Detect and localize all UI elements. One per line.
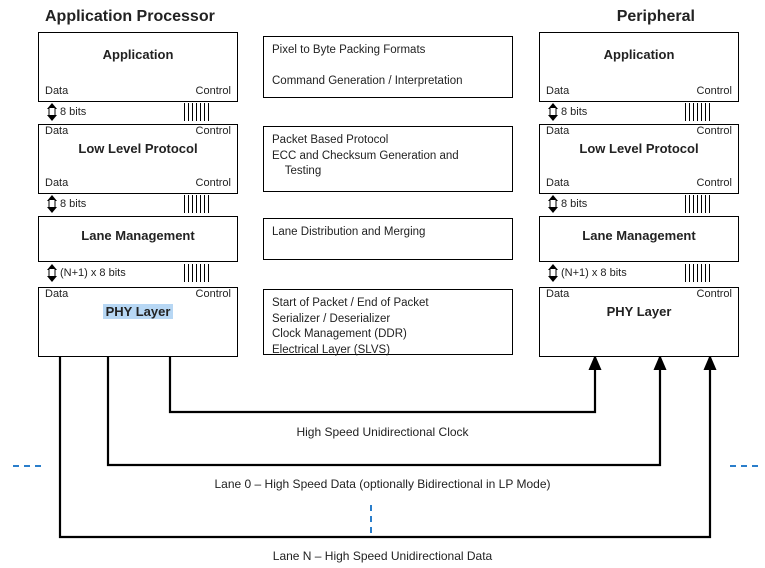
bits-label: (N+1) x 8 bits bbox=[60, 267, 126, 279]
data-control-row: Data Control bbox=[540, 288, 738, 302]
control-label: Control bbox=[196, 177, 231, 189]
control-label: Control bbox=[697, 288, 732, 300]
layer-title-phy: PHY Layer bbox=[540, 302, 738, 319]
desc-llp: Packet Based ProtocolECC and Checksum Ge… bbox=[263, 126, 513, 192]
lane-path-clock bbox=[170, 357, 595, 412]
control-label: Control bbox=[196, 288, 231, 300]
conn-data-lane-phy: (N+1) x 8 bits bbox=[547, 264, 627, 282]
control-lines-icon bbox=[184, 103, 209, 121]
conn-control-llp-lane bbox=[184, 195, 209, 213]
ap-llp-box: Data Control Low Level Protocol Data Control bbox=[38, 124, 238, 194]
periph-phy-box: Data Control PHY Layer bbox=[539, 287, 739, 357]
desc-lane: Lane Distribution and Merging bbox=[263, 218, 513, 260]
data-control-row: Data Control bbox=[540, 85, 738, 99]
layer-title-llp: Low Level Protocol bbox=[39, 139, 237, 156]
control-lines-icon bbox=[184, 264, 209, 282]
lane-label-lane0: Lane 0 – High Speed Data (optionally Bid… bbox=[0, 477, 765, 491]
control-lines-icon bbox=[685, 195, 710, 213]
conn-control-llp-lane bbox=[685, 195, 710, 213]
lane-connections bbox=[0, 357, 765, 557]
data-control-row: Data Control bbox=[540, 125, 738, 139]
data-label: Data bbox=[546, 288, 569, 300]
bidir-arrow-icon bbox=[46, 103, 57, 121]
lane-label-laneN: Lane N – High Speed Unidirectional Data bbox=[0, 549, 765, 563]
layer-title-lane: Lane Management bbox=[540, 217, 738, 243]
ap-phy-box: Data Control PHY Layer bbox=[38, 287, 238, 357]
bits-label: 8 bits bbox=[561, 106, 587, 118]
data-label: Data bbox=[45, 125, 68, 137]
bidir-arrow-icon bbox=[46, 264, 57, 282]
bidir-arrow-icon bbox=[547, 264, 558, 282]
control-label: Control bbox=[196, 85, 231, 97]
data-control-row: Data Control bbox=[39, 288, 237, 302]
lane-label-clock: High Speed Unidirectional Clock bbox=[0, 425, 765, 439]
bidir-arrow-icon bbox=[46, 195, 57, 213]
desc-phy: Start of Packet / End of PacketSerialize… bbox=[263, 289, 513, 355]
conn-data-lane-phy: (N+1) x 8 bits bbox=[46, 264, 126, 282]
ellipsis-dash-icon bbox=[13, 465, 41, 467]
ellipsis-dash-icon bbox=[370, 505, 372, 533]
periph-app-box: Application Data Control bbox=[539, 32, 739, 102]
ap-lane-box: Lane Management bbox=[38, 216, 238, 262]
bits-label: 8 bits bbox=[60, 106, 86, 118]
conn-data-app-llp: 8 bits bbox=[547, 103, 587, 121]
layer-title-lane: Lane Management bbox=[39, 217, 237, 243]
conn-data-llp-lane: 8 bits bbox=[547, 195, 587, 213]
bits-label: (N+1) x 8 bits bbox=[561, 267, 627, 279]
data-label: Data bbox=[546, 85, 569, 97]
bidir-arrow-icon bbox=[547, 103, 558, 121]
control-label: Control bbox=[697, 177, 732, 189]
data-label: Data bbox=[45, 177, 68, 189]
periph-lane-box: Lane Management bbox=[539, 216, 739, 262]
conn-control-app-llp bbox=[685, 103, 710, 121]
data-label: Data bbox=[45, 85, 68, 97]
conn-data-llp-lane: 8 bits bbox=[46, 195, 86, 213]
layer-title-phy: PHY Layer bbox=[39, 302, 237, 319]
data-label: Data bbox=[546, 177, 569, 189]
conn-control-lane-phy bbox=[685, 264, 710, 282]
control-lines-icon bbox=[685, 264, 710, 282]
layer-title-app: Application bbox=[39, 33, 237, 62]
desc-app: Pixel to Byte Packing FormatsCommand Gen… bbox=[263, 36, 513, 98]
control-label: Control bbox=[697, 85, 732, 97]
conn-data-app-llp: 8 bits bbox=[46, 103, 86, 121]
data-control-row: Data Control bbox=[39, 85, 237, 99]
control-label: Control bbox=[196, 125, 231, 137]
data-control-row: Data Control bbox=[39, 125, 237, 139]
layer-title-app: Application bbox=[540, 33, 738, 62]
ellipsis-dash-icon bbox=[730, 465, 758, 467]
data-control-row: Data Control bbox=[540, 177, 738, 191]
bits-label: 8 bits bbox=[561, 198, 587, 210]
conn-control-app-llp bbox=[184, 103, 209, 121]
control-lines-icon bbox=[685, 103, 710, 121]
control-lines-icon bbox=[184, 195, 209, 213]
data-label: Data bbox=[546, 125, 569, 137]
lane-path-laneN bbox=[60, 357, 710, 537]
conn-control-lane-phy bbox=[184, 264, 209, 282]
ap-app-box: Application Data Control bbox=[38, 32, 238, 102]
control-label: Control bbox=[697, 125, 732, 137]
layer-title-llp: Low Level Protocol bbox=[540, 139, 738, 156]
data-label: Data bbox=[45, 288, 68, 300]
header-peripheral: Peripheral bbox=[617, 8, 695, 26]
periph-llp-box: Data Control Low Level Protocol Data Control bbox=[539, 124, 739, 194]
header-application-processor: Application Processor bbox=[45, 8, 215, 26]
bits-label: 8 bits bbox=[60, 198, 86, 210]
data-control-row: Data Control bbox=[39, 177, 237, 191]
bidir-arrow-icon bbox=[547, 195, 558, 213]
